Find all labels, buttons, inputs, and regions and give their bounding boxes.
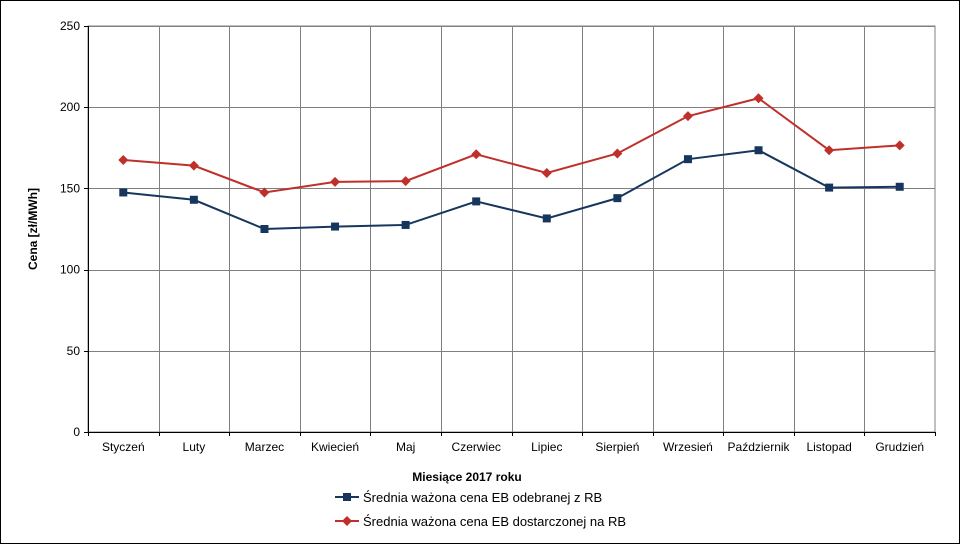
series-1 xyxy=(119,146,904,233)
series-2 xyxy=(118,93,905,198)
data-point xyxy=(118,154,129,165)
data-point xyxy=(825,183,834,192)
data-point xyxy=(824,145,835,156)
x-tick-label: Czerwiec xyxy=(452,440,501,454)
data-point xyxy=(682,111,693,122)
y-tick-label: 250 xyxy=(60,19,80,33)
data-point xyxy=(472,197,481,206)
data-point xyxy=(683,155,692,164)
x-tick-label: Kwiecień xyxy=(311,440,359,454)
y-tick-label: 50 xyxy=(67,344,81,358)
x-tick-label: Maj xyxy=(396,440,415,454)
y-axis-title: Cena [zł/MWh] xyxy=(26,188,40,270)
y-tick-label: 0 xyxy=(73,425,80,439)
x-tick-label: Luty xyxy=(183,440,206,454)
data-point xyxy=(331,222,340,231)
y-tick-label: 100 xyxy=(60,263,80,277)
legend-marker xyxy=(342,516,352,526)
plot-area-border xyxy=(87,25,936,433)
data-point xyxy=(894,140,905,151)
series-line xyxy=(123,97,900,194)
y-tick-label: 200 xyxy=(60,100,80,114)
data-point xyxy=(189,195,198,204)
series-line xyxy=(123,149,900,231)
x-tick-label: Wrzesień xyxy=(663,440,713,454)
data-point xyxy=(753,93,764,104)
x-tick-label: Grudzień xyxy=(875,440,924,454)
data-point xyxy=(895,182,904,191)
data-point xyxy=(260,225,269,233)
data-point xyxy=(541,167,552,178)
grid xyxy=(84,25,936,436)
legend-label: Średnia ważona cena EB dostarczonej na R… xyxy=(363,514,626,529)
x-axis-title: Miesiące 2017 roku xyxy=(412,470,521,484)
x-tick-label: Listopad xyxy=(806,440,851,454)
data-point xyxy=(119,188,128,197)
legend-label: Średnia ważona cena EB odebranej z RB xyxy=(363,490,602,505)
legend-marker xyxy=(343,493,351,501)
data-point xyxy=(754,146,763,155)
data-point xyxy=(613,194,622,203)
x-tick-label: Styczeń xyxy=(102,440,145,454)
data-point xyxy=(612,148,623,159)
y-tick-labels: 0 50 100 150 200 250 xyxy=(60,19,80,439)
legend-item: Średnia ważona cena EB odebranej z RB xyxy=(335,490,602,505)
data-point xyxy=(401,220,410,229)
data-point xyxy=(471,149,482,160)
data-point xyxy=(330,176,341,187)
x-tick-label: Lipiec xyxy=(531,440,562,454)
data-point xyxy=(400,176,411,187)
legend: Średnia ważona cena EB odebranej z RB Śre… xyxy=(335,490,626,529)
x-tick-labels: Styczeń Luty Marzec Kwiecień Maj Czerwiec Lipi… xyxy=(102,440,924,454)
data-point xyxy=(542,214,551,223)
series-layer xyxy=(118,93,905,233)
legend-item: Średnia ważona cena EB dostarczonej na R… xyxy=(335,514,626,529)
x-tick-label: Sierpień xyxy=(595,440,639,454)
data-point xyxy=(188,160,199,171)
data-point xyxy=(259,187,270,198)
x-tick-label: Październik xyxy=(728,440,791,454)
x-tick-label: Marzec xyxy=(245,440,284,454)
y-tick-label: 150 xyxy=(60,181,80,195)
